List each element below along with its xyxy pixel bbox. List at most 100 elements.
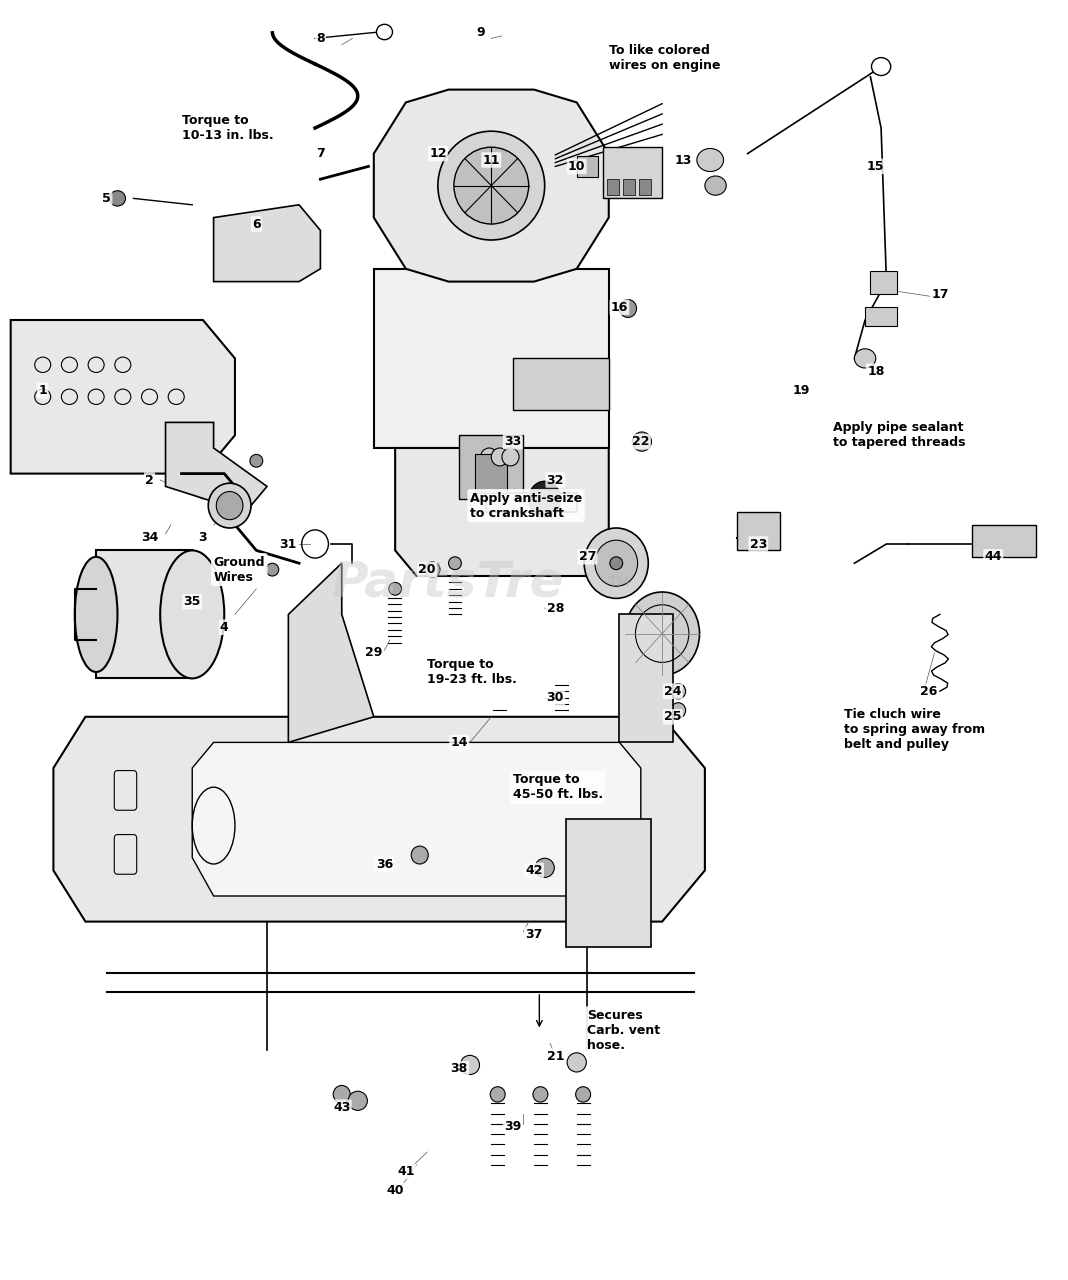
Ellipse shape <box>576 1087 591 1102</box>
Polygon shape <box>619 614 673 742</box>
Polygon shape <box>288 563 374 742</box>
Text: 41: 41 <box>397 1165 414 1178</box>
Text: Torque to
10-13 in. lbs.: Torque to 10-13 in. lbs. <box>182 114 273 142</box>
Ellipse shape <box>376 24 393 40</box>
FancyBboxPatch shape <box>865 307 897 326</box>
Text: Apply anti-seize
to crankshaft: Apply anti-seize to crankshaft <box>470 492 582 520</box>
Ellipse shape <box>75 557 117 672</box>
Polygon shape <box>166 422 267 512</box>
Text: 27: 27 <box>579 550 596 563</box>
Text: 43: 43 <box>333 1101 350 1114</box>
Text: 39: 39 <box>504 1120 521 1133</box>
Text: 7: 7 <box>316 147 325 160</box>
Text: 18: 18 <box>867 365 884 378</box>
Text: 21: 21 <box>547 1050 564 1062</box>
Text: 29: 29 <box>365 646 382 659</box>
FancyBboxPatch shape <box>607 179 619 195</box>
Text: 37: 37 <box>525 928 543 941</box>
Text: 1: 1 <box>38 384 47 397</box>
Ellipse shape <box>491 448 508 466</box>
Ellipse shape <box>389 582 402 595</box>
Text: 35: 35 <box>184 595 201 608</box>
Polygon shape <box>96 550 192 678</box>
Text: TM: TM <box>609 576 630 589</box>
Ellipse shape <box>584 527 648 599</box>
Text: 20: 20 <box>419 563 436 576</box>
FancyBboxPatch shape <box>566 819 651 947</box>
Ellipse shape <box>411 846 428 864</box>
FancyBboxPatch shape <box>603 147 662 198</box>
Ellipse shape <box>567 1052 586 1073</box>
Ellipse shape <box>529 481 561 517</box>
Ellipse shape <box>454 147 529 224</box>
Ellipse shape <box>871 58 891 76</box>
Ellipse shape <box>250 454 263 467</box>
Text: 2: 2 <box>145 474 154 486</box>
Text: 4: 4 <box>220 621 229 634</box>
Text: To like colored
wires on engine: To like colored wires on engine <box>609 44 720 72</box>
Ellipse shape <box>705 175 726 195</box>
Text: Torque to
19-23 ft. lbs.: Torque to 19-23 ft. lbs. <box>427 658 517 686</box>
Text: 36: 36 <box>376 858 393 870</box>
Text: 3: 3 <box>199 531 207 544</box>
Text: 30: 30 <box>547 691 564 704</box>
Text: 11: 11 <box>483 154 500 166</box>
Text: 5: 5 <box>103 192 111 205</box>
Ellipse shape <box>625 591 700 676</box>
Text: Tie cluch wire
to spring away from
belt and pulley: Tie cluch wire to spring away from belt … <box>844 708 985 751</box>
Ellipse shape <box>449 557 461 570</box>
FancyBboxPatch shape <box>623 179 635 195</box>
Ellipse shape <box>109 191 126 206</box>
Text: 12: 12 <box>429 147 446 160</box>
Text: PartsTre: PartsTre <box>332 558 565 607</box>
Text: 24: 24 <box>664 685 681 698</box>
Text: 40: 40 <box>387 1184 404 1197</box>
Ellipse shape <box>533 1087 548 1102</box>
FancyBboxPatch shape <box>475 454 507 493</box>
Ellipse shape <box>671 684 686 699</box>
Ellipse shape <box>502 448 519 466</box>
Text: 32: 32 <box>547 474 564 486</box>
Ellipse shape <box>208 484 251 529</box>
Text: 31: 31 <box>280 538 297 550</box>
Ellipse shape <box>671 703 686 718</box>
Ellipse shape <box>460 1055 480 1075</box>
Text: Secures
Carb. vent
hose.: Secures Carb. vent hose. <box>587 1009 660 1052</box>
Text: 44: 44 <box>985 550 1002 563</box>
FancyBboxPatch shape <box>870 271 897 294</box>
Ellipse shape <box>619 300 637 317</box>
Ellipse shape <box>425 562 440 577</box>
Ellipse shape <box>216 492 244 520</box>
Ellipse shape <box>854 349 876 369</box>
Text: 15: 15 <box>867 160 884 173</box>
Ellipse shape <box>266 563 279 576</box>
Text: 17: 17 <box>931 288 948 301</box>
Text: Ground
Wires: Ground Wires <box>214 556 265 584</box>
Ellipse shape <box>696 148 724 172</box>
Text: 33: 33 <box>504 435 521 448</box>
Text: 38: 38 <box>451 1062 468 1075</box>
Text: 34: 34 <box>141 531 158 544</box>
Polygon shape <box>11 320 235 474</box>
FancyBboxPatch shape <box>459 435 523 499</box>
Ellipse shape <box>333 1085 350 1103</box>
Text: 10: 10 <box>568 160 585 173</box>
Text: 14: 14 <box>451 736 468 749</box>
Text: 28: 28 <box>547 602 564 614</box>
FancyBboxPatch shape <box>577 156 598 177</box>
Polygon shape <box>192 742 641 896</box>
FancyBboxPatch shape <box>374 269 609 448</box>
FancyBboxPatch shape <box>737 512 780 550</box>
Polygon shape <box>214 205 320 282</box>
Text: 42: 42 <box>525 864 543 877</box>
Text: Torque to
45-50 ft. lbs.: Torque to 45-50 ft. lbs. <box>513 773 602 801</box>
Ellipse shape <box>610 557 623 570</box>
Ellipse shape <box>438 132 545 241</box>
Polygon shape <box>395 448 609 576</box>
FancyBboxPatch shape <box>639 179 651 195</box>
Ellipse shape <box>481 448 498 466</box>
Polygon shape <box>374 90 609 282</box>
Text: 13: 13 <box>675 154 692 166</box>
Text: 26: 26 <box>921 685 938 698</box>
Polygon shape <box>513 358 609 410</box>
